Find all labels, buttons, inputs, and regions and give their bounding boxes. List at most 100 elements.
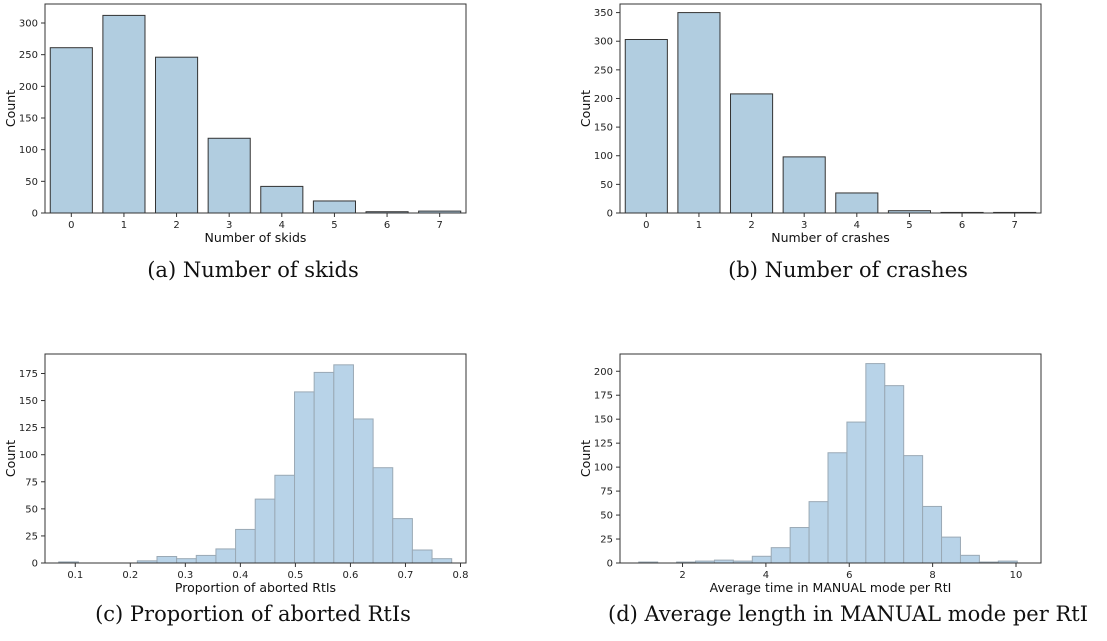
x-axis-label: Average time in MANUAL mode per RtI <box>710 580 952 595</box>
y-axis-label: Count <box>3 440 18 477</box>
y-tick-label: 50 <box>25 177 38 188</box>
x-tick-label: 6 <box>959 220 965 231</box>
x-tick-label: 0.3 <box>177 570 193 581</box>
x-tick-label: 0.6 <box>342 570 358 581</box>
caption-manual-mode: (d) Average length in MANUAL mode per Rt… <box>608 602 1088 626</box>
histogram-bar <box>922 505 943 564</box>
histogram-bar <box>274 474 296 564</box>
y-tick-label: 125 <box>594 439 613 450</box>
x-tick-label: 6 <box>846 570 852 581</box>
bar-5 <box>312 200 356 214</box>
histogram-bar <box>884 385 905 564</box>
x-tick-label: 2 <box>748 220 754 231</box>
y-tick-label: 150 <box>594 415 613 426</box>
y-tick-label: 150 <box>19 396 38 407</box>
bar-3 <box>782 156 826 214</box>
y-tick-label: 175 <box>594 391 613 402</box>
x-tick-label: 5 <box>906 220 912 231</box>
histogram-bar <box>941 536 961 564</box>
y-tick-label: 50 <box>600 180 613 191</box>
histogram-bar <box>846 421 867 564</box>
x-tick-label: 0.5 <box>287 570 303 581</box>
y-tick-label: 75 <box>600 487 613 498</box>
histogram-bar <box>294 391 315 564</box>
y-tick-label: 100 <box>19 145 38 156</box>
y-tick-label: 200 <box>594 367 613 378</box>
bar-4 <box>835 192 879 214</box>
bar-3 <box>207 137 251 214</box>
bar-1 <box>102 14 146 214</box>
y-tick-label: 250 <box>594 65 613 76</box>
x-axis-label: Number of crashes <box>771 230 890 245</box>
histogram-bar <box>770 547 791 564</box>
x-tick-label: 1 <box>696 220 702 231</box>
x-tick-label: 4 <box>854 220 860 231</box>
x-tick-label: 1 <box>121 220 127 231</box>
histogram-bar <box>411 549 433 564</box>
caption-crashes: (b) Number of crashes <box>728 258 968 282</box>
plot-frame <box>619 3 1042 214</box>
histogram-bar <box>313 371 335 564</box>
caption-skids: (a) Number of skids <box>147 258 359 282</box>
histogram-bar <box>195 554 217 564</box>
histogram-bar <box>215 548 237 564</box>
y-tick-label: 25 <box>600 535 613 546</box>
y-tick-label: 200 <box>594 94 613 105</box>
x-tick-label: 0.1 <box>67 570 83 581</box>
y-tick-label: 75 <box>25 477 38 488</box>
histogram-bar <box>808 501 829 564</box>
y-tick-label: 125 <box>19 423 38 434</box>
histogram-bar <box>372 467 394 564</box>
plot-frame <box>619 353 1042 564</box>
histogram-bar <box>751 555 772 564</box>
x-tick-label: 0.2 <box>122 570 138 581</box>
histogram-bar <box>789 527 810 564</box>
x-tick-label: 3 <box>226 220 232 231</box>
x-tick-label: 7 <box>1012 220 1018 231</box>
y-tick-label: 100 <box>594 151 613 162</box>
histogram-bar <box>903 455 924 564</box>
y-axis-label: Count <box>578 440 593 477</box>
crashes-chart: 0 1 2 3 4 5 6 7 0 50 100 150 200 250 300 350 Number of c… <box>578 3 1042 245</box>
y-axis-label: Count <box>578 90 593 127</box>
y-tick-label: 0 <box>32 559 38 570</box>
bar-2 <box>730 93 774 214</box>
y-tick-label: 300 <box>19 19 38 30</box>
histogram-bar <box>156 556 178 564</box>
histogram-bar <box>865 363 886 564</box>
aborted-rtis-chart: 0.1 0.2 0.3 0.4 0.5 0.6 0.7 0.8 0 25 50 75 100 125 150… <box>3 353 469 595</box>
histogram-bar <box>392 518 413 564</box>
x-tick-label: 3 <box>801 220 807 231</box>
x-tick-label: 0 <box>68 220 74 231</box>
y-tick-label: 50 <box>25 504 38 515</box>
x-tick-label: 4 <box>279 220 285 231</box>
y-tick-label: 150 <box>19 114 38 125</box>
caption-aborted-rtis: (c) Proportion of aborted RtIs <box>95 602 411 626</box>
y-tick-label: 175 <box>19 369 38 380</box>
y-tick-label: 100 <box>594 463 613 474</box>
histogram-bar <box>176 558 197 564</box>
plot-frame <box>44 3 467 214</box>
y-tick-label: 250 <box>19 50 38 61</box>
x-tick-label: 10 <box>1010 570 1023 581</box>
x-tick-label: 0.8 <box>453 570 469 581</box>
plot-frame <box>44 353 467 564</box>
x-tick-label: 0.4 <box>232 570 248 581</box>
x-tick-label: 2 <box>679 570 685 581</box>
x-tick-label: 6 <box>384 220 390 231</box>
x-tick-label: 0.7 <box>398 570 414 581</box>
x-tick-label: 0 <box>643 220 649 231</box>
x-tick-label: 4 <box>763 570 769 581</box>
bar-1 <box>677 12 721 214</box>
x-tick-label: 7 <box>437 220 443 231</box>
y-axis-label: Count <box>3 90 18 127</box>
skids-chart: 0 1 2 3 4 5 6 7 0 50 100 150 200 250 300 Number of skid… <box>3 3 467 245</box>
x-axis-label: Proportion of aborted RtIs <box>175 580 336 595</box>
y-tick-label: 350 <box>594 8 613 19</box>
histogram-bar <box>235 528 256 564</box>
bar-0 <box>49 47 93 214</box>
histogram-bar <box>254 498 276 564</box>
bar-2 <box>155 56 199 214</box>
y-tick-label: 200 <box>19 82 38 93</box>
